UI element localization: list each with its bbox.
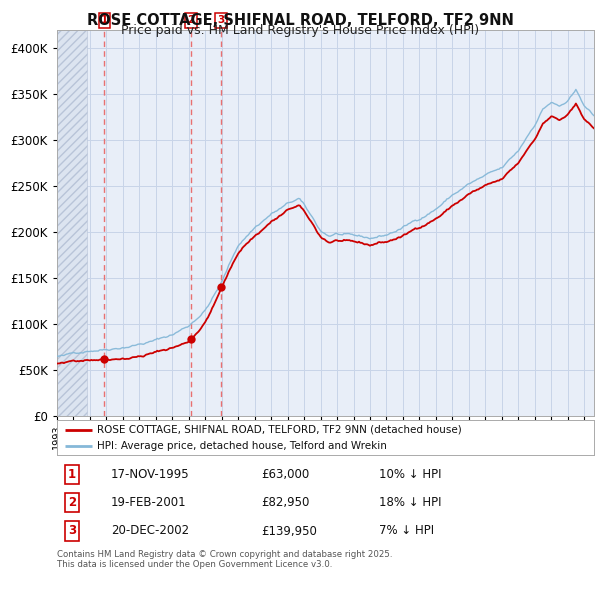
Polygon shape <box>57 30 87 416</box>
Text: 7% ↓ HPI: 7% ↓ HPI <box>379 525 434 537</box>
Text: £63,000: £63,000 <box>261 468 310 481</box>
Text: £139,950: £139,950 <box>261 525 317 537</box>
Text: £82,950: £82,950 <box>261 496 310 509</box>
Text: 3: 3 <box>68 525 76 537</box>
Text: 18% ↓ HPI: 18% ↓ HPI <box>379 496 442 509</box>
Text: 1: 1 <box>68 468 76 481</box>
Text: ROSE COTTAGE, SHIFNAL ROAD, TELFORD, TF2 9NN (detached house): ROSE COTTAGE, SHIFNAL ROAD, TELFORD, TF2… <box>97 425 462 435</box>
Text: 3: 3 <box>218 15 225 25</box>
Text: 20-DEC-2002: 20-DEC-2002 <box>111 525 189 537</box>
Text: HPI: Average price, detached house, Telford and Wrekin: HPI: Average price, detached house, Telf… <box>97 441 387 451</box>
Text: Price paid vs. HM Land Registry's House Price Index (HPI): Price paid vs. HM Land Registry's House … <box>121 24 479 37</box>
Text: 10% ↓ HPI: 10% ↓ HPI <box>379 468 442 481</box>
Text: ROSE COTTAGE, SHIFNAL ROAD, TELFORD, TF2 9NN: ROSE COTTAGE, SHIFNAL ROAD, TELFORD, TF2… <box>86 13 514 28</box>
Text: 2: 2 <box>68 496 76 509</box>
Text: 17-NOV-1995: 17-NOV-1995 <box>111 468 190 481</box>
Text: 2: 2 <box>187 15 194 25</box>
Text: 1: 1 <box>101 15 108 25</box>
Text: 19-FEB-2001: 19-FEB-2001 <box>111 496 187 509</box>
Text: Contains HM Land Registry data © Crown copyright and database right 2025.
This d: Contains HM Land Registry data © Crown c… <box>57 550 392 569</box>
